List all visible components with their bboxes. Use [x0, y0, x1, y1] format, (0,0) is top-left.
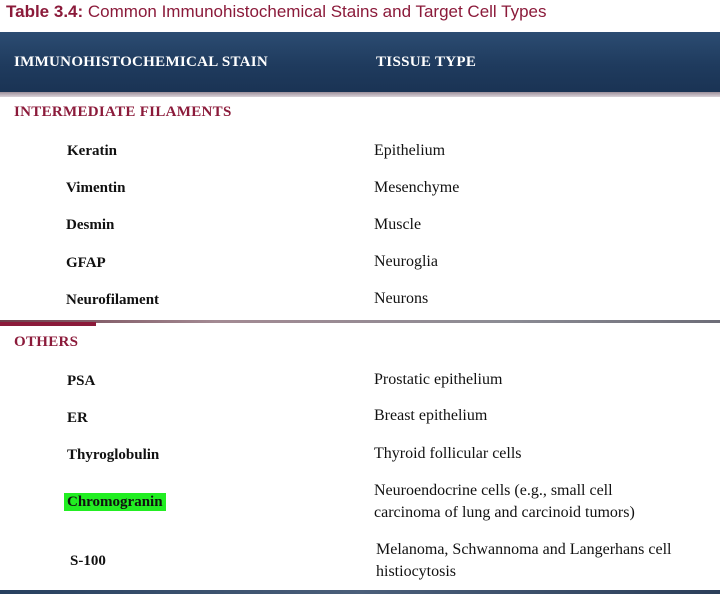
tissue-neurofilament: Neurons: [374, 290, 429, 307]
tissue-s100-line1: Melanoma, Schwannoma and Langerhans cell: [376, 541, 672, 558]
tissue-psa: Prostatic epithelium: [374, 371, 503, 388]
stain-er: ER: [67, 410, 88, 426]
stain-psa: PSA: [67, 373, 96, 389]
table-title: Common Immunohistochemical Stains and Ta…: [87, 2, 547, 21]
header-tissue: TISSUE TYPE: [376, 54, 477, 70]
table-header: IMMUNOHISTOCHEMICAL STAIN TISSUE TYPE: [0, 32, 720, 92]
header-stain: IMMUNOHISTOCHEMICAL STAIN: [14, 54, 269, 70]
stain-chromogranin: Chromogranin: [64, 493, 166, 511]
tissue-thyroglobulin: Thyroid follicular cells: [374, 445, 522, 462]
table-number: Table 3.4:: [6, 2, 84, 21]
tissue-chromogranin-line1: Neuroendocrine cells (e.g., small cell: [374, 482, 613, 499]
section-divider: [0, 320, 720, 323]
tissue-gfap: Neuroglia: [374, 253, 438, 270]
stain-thyroglobulin: Thyroglobulin: [67, 447, 160, 463]
header-shadow: [0, 92, 720, 97]
tissue-chromogranin: Neuroendocrine cells (e.g., small cell c…: [374, 480, 635, 524]
stain-s100: S-100: [70, 553, 106, 569]
section-divider-tab: [0, 322, 96, 326]
tissue-s100-line2: histiocytosis: [376, 563, 457, 580]
section-title-intermediate: INTERMEDIATE FILAMENTS: [14, 104, 232, 120]
tissue-keratin: Epithelium: [374, 142, 446, 159]
stain-keratin: Keratin: [67, 143, 117, 159]
tissue-chromogranin-line2: carcinoma of lung and carcinoid tumors): [374, 504, 635, 521]
stain-vimentin: Vimentin: [66, 180, 126, 196]
section-title-others: OTHERS: [14, 334, 79, 350]
tissue-s100: Melanoma, Schwannoma and Langerhans cell…: [376, 539, 671, 583]
tissue-desmin: Muscle: [374, 216, 422, 233]
highlight-marker: Chromogranin: [64, 493, 166, 511]
tissue-er: Breast epithelium: [374, 407, 488, 424]
bottom-rule: [0, 590, 720, 594]
stain-gfap: GFAP: [66, 255, 106, 271]
stain-neurofilament: Neurofilament: [66, 292, 160, 308]
tissue-vimentin: Mesenchyme: [374, 179, 460, 196]
stain-desmin: Desmin: [66, 217, 115, 233]
table-caption: Table 3.4: Common Immunohistochemical St…: [6, 2, 546, 22]
